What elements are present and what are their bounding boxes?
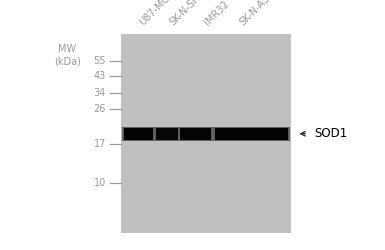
Bar	[124, 128, 153, 140]
Text: IMR32: IMR32	[203, 0, 231, 28]
Bar	[122, 127, 290, 140]
Text: 17: 17	[94, 139, 106, 149]
Text: SK-N-SH: SK-N-SH	[168, 0, 203, 28]
Text: 43: 43	[94, 71, 106, 81]
Text: MW
(kDa): MW (kDa)	[54, 44, 81, 66]
Bar	[156, 128, 178, 140]
Bar	[121, 34, 291, 232]
Text: 55: 55	[94, 56, 106, 66]
Text: 26: 26	[94, 104, 106, 114]
Text: 10: 10	[94, 178, 106, 188]
Text: U87-MG: U87-MG	[137, 0, 172, 28]
Bar	[180, 128, 211, 140]
Bar	[215, 128, 288, 140]
Text: SK-N-AS: SK-N-AS	[238, 0, 271, 28]
Text: SOD1: SOD1	[314, 127, 347, 140]
Text: 34: 34	[94, 88, 106, 98]
